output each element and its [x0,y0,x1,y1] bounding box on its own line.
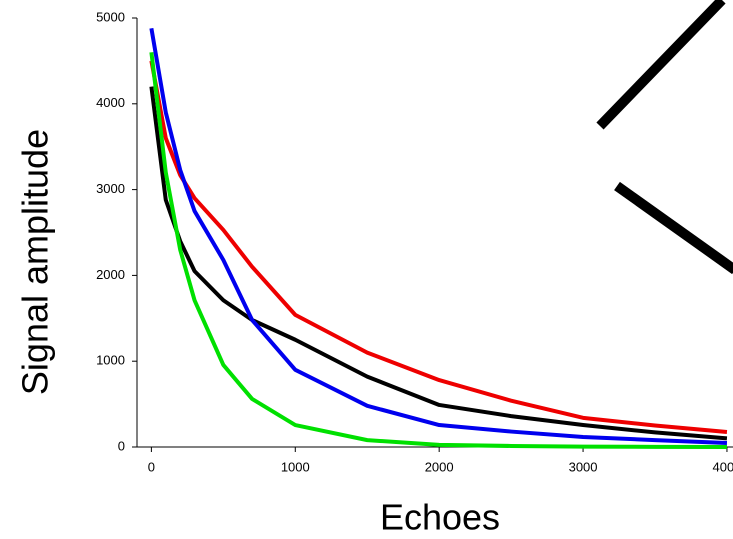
y-tick-label: 1000 [96,353,125,368]
bracket-stroke [596,0,726,130]
x-axis-title: Echoes [380,497,500,538]
x-tick-label: 4000 [712,459,733,474]
series-line [149,52,727,449]
x-tick-label: 1000 [281,459,310,474]
x-tick-label: 2000 [425,459,454,474]
y-axis-title: Signal amplitude [15,129,56,395]
bracket-stroke [614,181,733,275]
y-tick-label: 5000 [96,9,125,24]
y-tick-label: 0 [118,438,125,453]
y-tick-label: 2000 [96,267,125,282]
y-tick-label: 3000 [96,181,125,196]
y-tick-label: 4000 [96,95,125,110]
series-line [149,86,728,441]
series-line [149,60,728,434]
x-tick-label: 3000 [569,459,598,474]
x-tick-label: 0 [148,459,155,474]
series-line [149,27,728,445]
